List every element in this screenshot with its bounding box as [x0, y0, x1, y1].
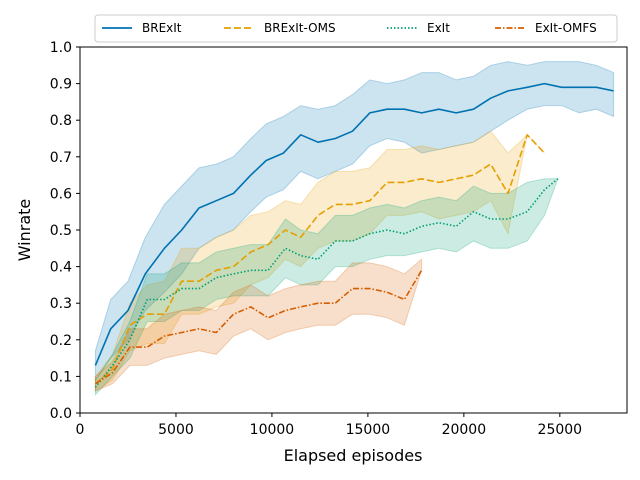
y-axis-label: Winrate	[15, 199, 34, 262]
exit-band	[94, 178, 559, 396]
x-tick-label: 15000	[346, 422, 391, 438]
y-tick-label: 0.3	[50, 296, 72, 312]
y-tick-label: 0.9	[50, 77, 72, 93]
y-tick-label: 0.2	[50, 333, 72, 349]
exit-omfs-band	[94, 258, 423, 392]
brexit-oms-legend-label: BRExIt-OMS	[264, 21, 336, 35]
y-tick-label: 0.5	[50, 223, 72, 239]
exit-omfs-legend-label: ExIt-OMFS	[535, 21, 597, 35]
x-tick-label: 10000	[250, 422, 295, 438]
x-axis-ticks: 0 5000 10000 15000 20000 25000	[76, 413, 583, 438]
legend-frame	[94, 14, 618, 43]
legend: BRExIt BRExIt-OMS ExIt ExIt-OMFS	[94, 14, 618, 43]
confidence-bands	[94, 61, 615, 396]
exit-line	[94, 178, 559, 388]
brexit-line	[94, 82, 614, 366]
brexit-band	[94, 61, 615, 382]
y-tick-label: 1.0	[50, 40, 72, 56]
x-tick-label: 20000	[442, 422, 487, 438]
y-tick-label: 0.7	[50, 150, 72, 166]
y-axis-ticks: 0.0 0.1 0.2 0.3 0.4 0.5 0.6 0.7 0.8 0.9 1.0	[50, 40, 80, 422]
x-tick-label: 25000	[538, 422, 583, 438]
exit-omfs-line	[94, 269, 423, 385]
x-tick-label: 0	[76, 422, 85, 438]
y-tick-label: 0.1	[50, 369, 72, 385]
y-tick-label: 0.4	[50, 260, 72, 276]
x-axis-label: Elapsed episodes	[284, 446, 423, 465]
x-tick-label: 5000	[158, 422, 194, 438]
y-tick-label: 0.0	[50, 406, 72, 422]
y-tick-label: 0.6	[50, 186, 72, 202]
brexit-oms-line	[94, 134, 546, 385]
brexit-legend-label: BRExIt	[142, 21, 182, 35]
y-tick-label: 0.8	[50, 113, 72, 129]
series-lines	[94, 82, 614, 388]
exit-legend-label: ExIt	[427, 21, 450, 35]
